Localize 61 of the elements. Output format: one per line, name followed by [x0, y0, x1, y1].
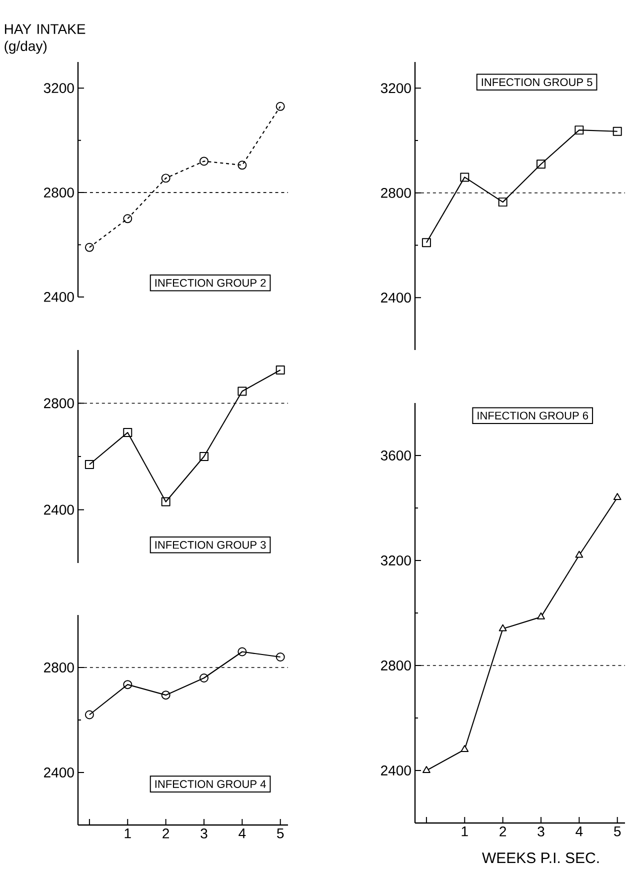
- point: [123, 214, 132, 224]
- x-tick-label: 4: [238, 828, 246, 838]
- y-tick-label: 2400: [381, 292, 411, 303]
- point: [422, 766, 430, 773]
- y-tick-label: 3200: [44, 83, 74, 94]
- point: [238, 160, 247, 170]
- point: [123, 680, 132, 690]
- point: [460, 745, 469, 752]
- x-tick-label: 1: [124, 828, 131, 838]
- y-axis-title: HAY INTAKE (g/day): [4, 24, 86, 54]
- y-tick-label: 2800: [381, 660, 411, 670]
- x-tick-label: 2: [162, 828, 170, 838]
- point: [460, 172, 470, 182]
- x-tick-label: 5: [277, 828, 284, 838]
- y-tick-label: 3600: [380, 450, 411, 460]
- text: INFECTION GROUP 4: [155, 780, 266, 788]
- point: [276, 102, 285, 111]
- y-tick-label: 3200: [380, 556, 411, 566]
- point: [613, 492, 622, 500]
- point: [498, 624, 507, 632]
- point: [422, 238, 431, 248]
- x-tick-label: 3: [538, 826, 544, 836]
- x-tick-label: 4: [576, 826, 583, 836]
- point: [537, 612, 545, 620]
- point: [84, 460, 94, 469]
- y-tick-label: 2800: [44, 662, 74, 672]
- x-axis-title: WEEKS P.I. SEC.: [482, 852, 599, 864]
- text: INFECTION GROUP 3: [155, 540, 266, 549]
- point: [200, 452, 208, 461]
- y-tick-label: 2400: [381, 766, 411, 776]
- y-tick-label: 2400: [44, 504, 74, 515]
- point: [276, 365, 285, 374]
- point: [575, 550, 584, 558]
- point: [161, 174, 170, 183]
- point: [161, 690, 170, 700]
- y-tick-label: 2400: [44, 292, 74, 302]
- text: INFECTION GROUP 2: [155, 278, 266, 287]
- point: [276, 652, 285, 662]
- x-tick-label: 2: [500, 826, 506, 836]
- x-tick-label: 3: [200, 828, 208, 838]
- point: [84, 710, 94, 720]
- text: INFECTION GROUP 6: [478, 412, 588, 420]
- x-tick-label: 1: [462, 826, 468, 836]
- point: [123, 428, 132, 438]
- y-tick-label: 2800: [44, 398, 74, 408]
- point: [161, 497, 170, 506]
- text: INFECTION GROUP 5: [482, 78, 592, 86]
- y-tick-label: 2400: [44, 768, 74, 778]
- y-tick-label: 3200: [380, 83, 411, 94]
- point: [200, 674, 208, 683]
- point: [574, 126, 584, 135]
- point: [238, 647, 247, 656]
- point: [200, 156, 208, 166]
- point: [84, 242, 94, 252]
- point: [612, 126, 622, 136]
- point: [498, 198, 508, 207]
- x-tick-label: 5: [614, 826, 621, 836]
- y-tick-label: 2800: [44, 188, 74, 198]
- point: [238, 386, 247, 396]
- y-tick-label: 2800: [381, 188, 411, 198]
- point: [536, 160, 546, 169]
